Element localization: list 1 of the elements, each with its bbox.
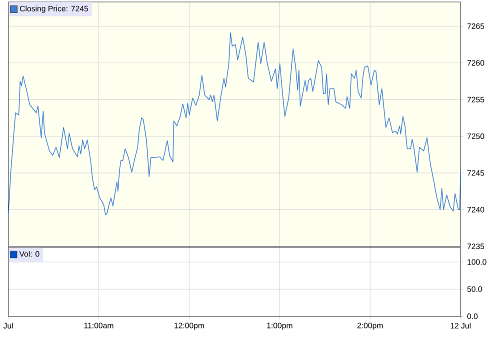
line-series (8, 32, 461, 217)
